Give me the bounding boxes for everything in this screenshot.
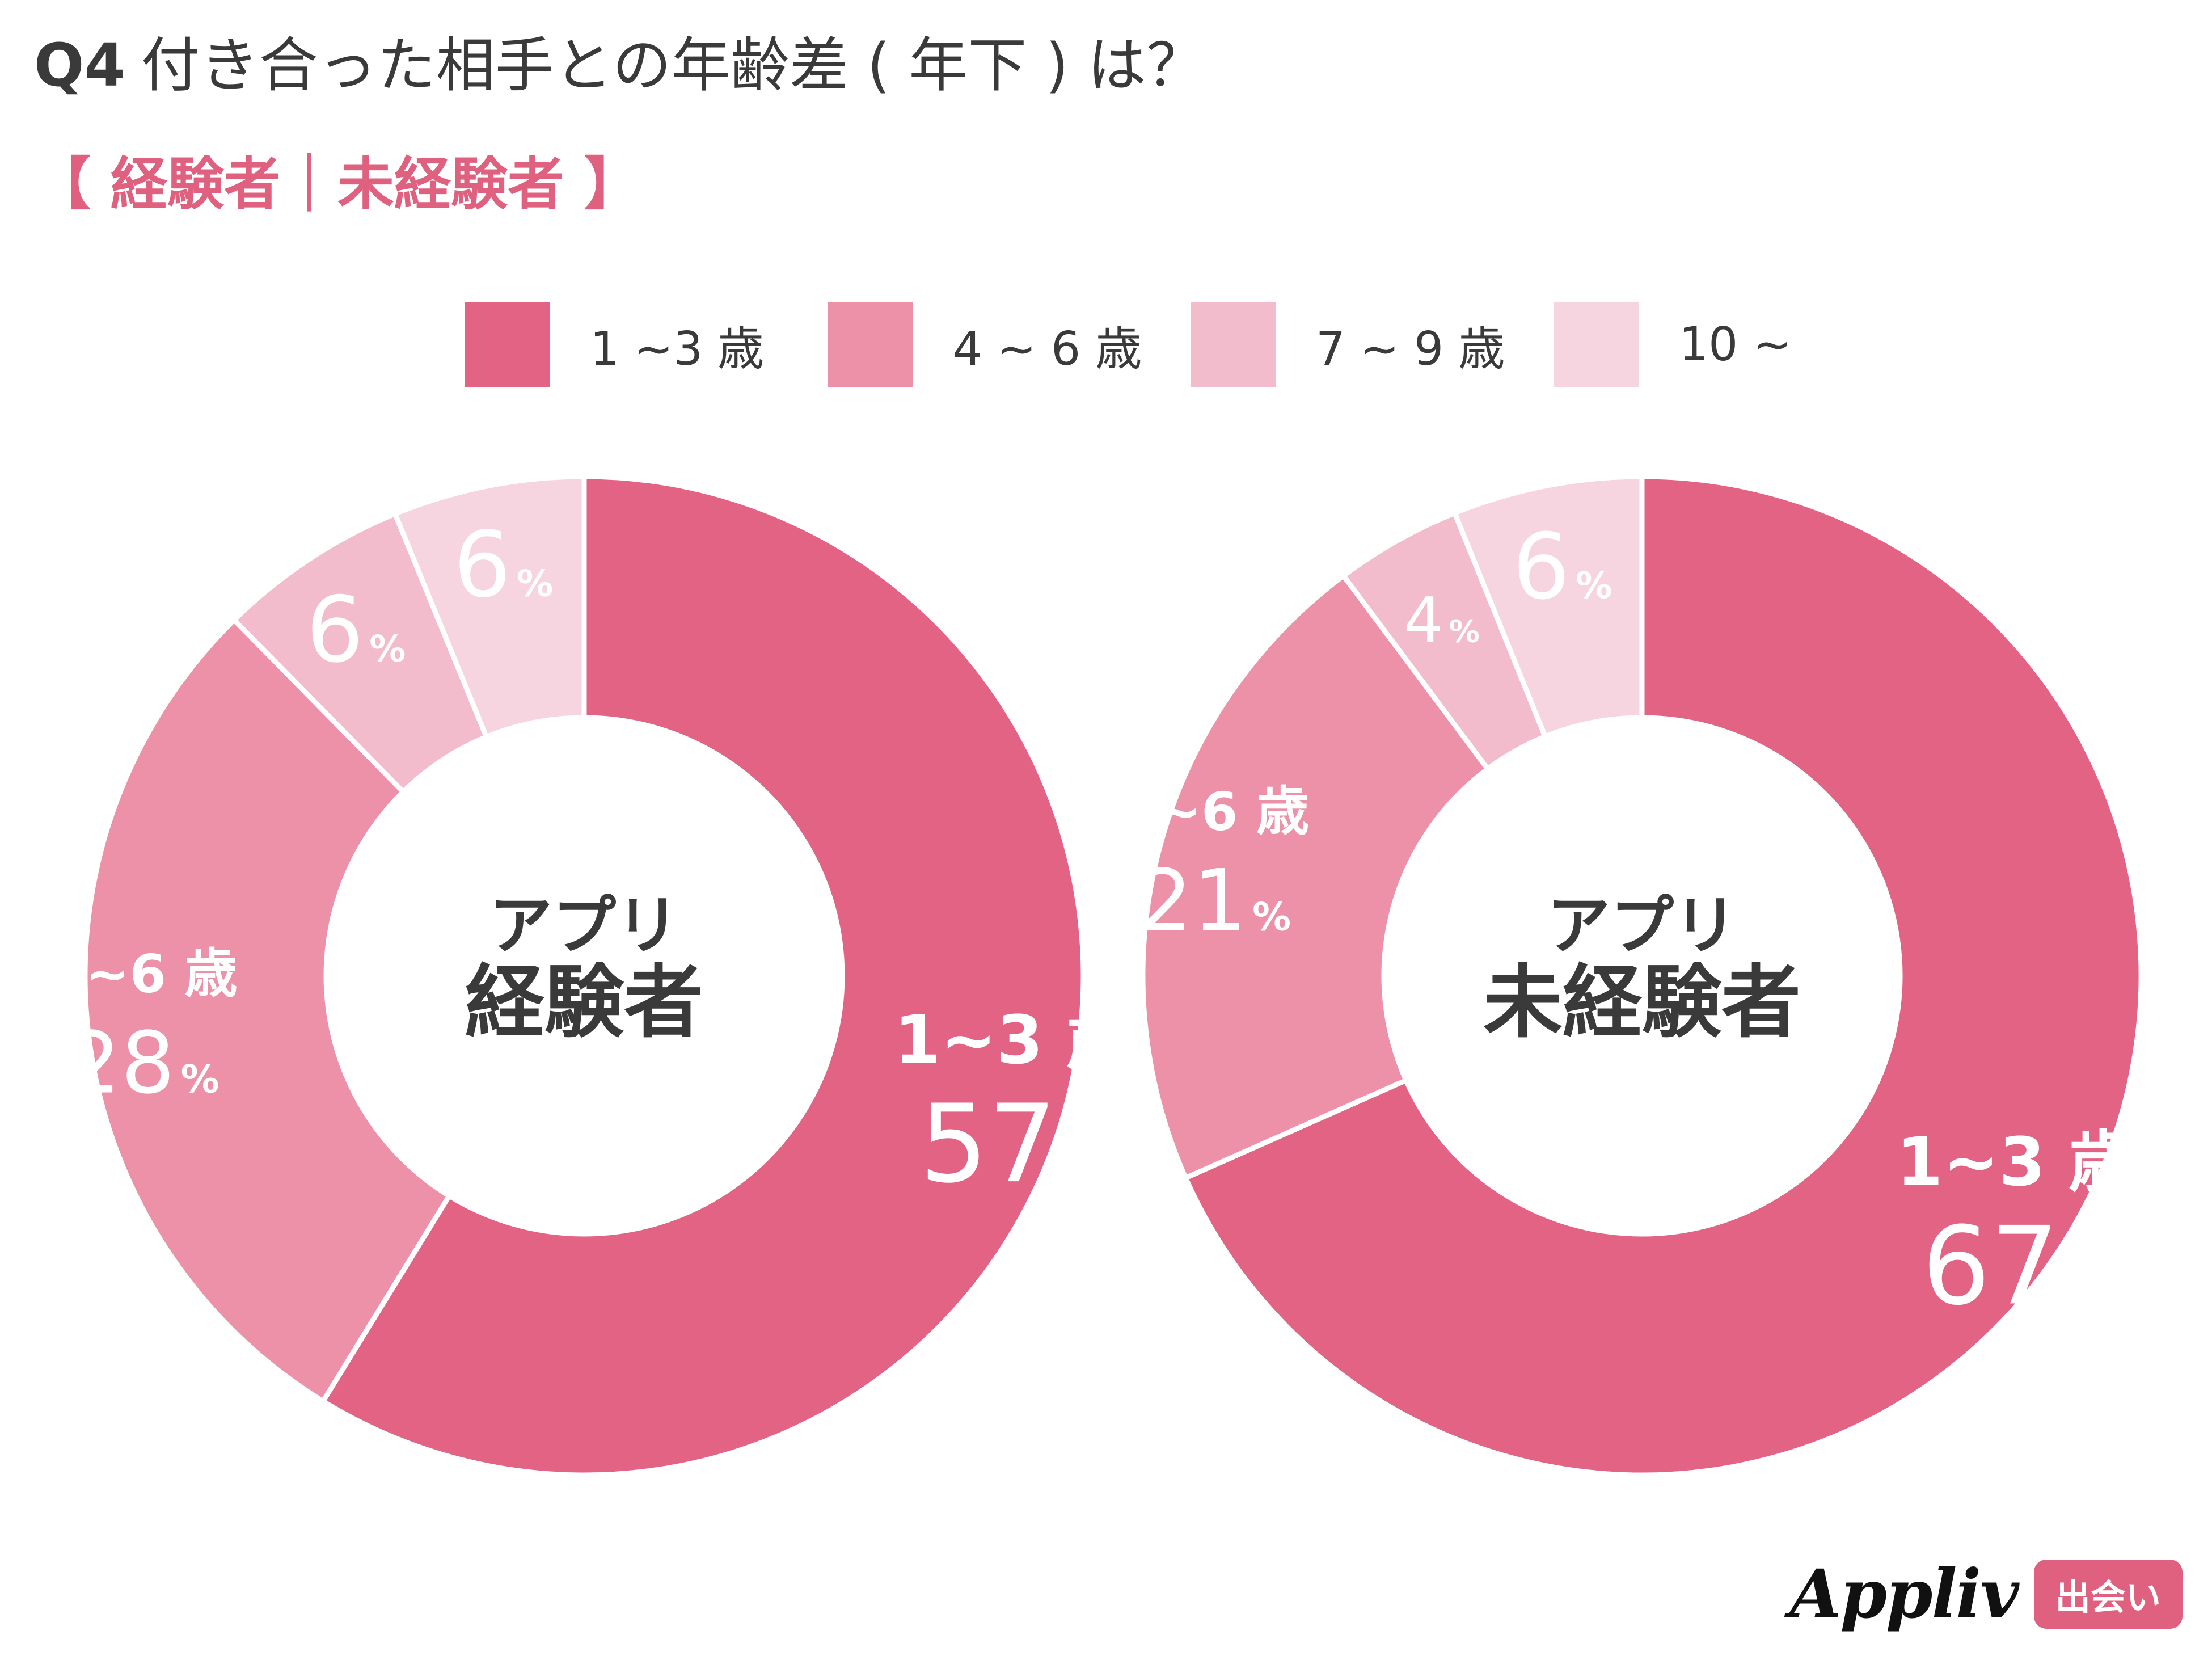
chart-subtitle: 【 経験者｜未経験者 】	[34, 151, 641, 217]
legend-swatch	[828, 302, 913, 387]
donut-slice-4-6	[82, 617, 452, 1404]
slice-value-label: 67%	[1922, 1203, 2110, 1329]
slice-value-label: 57%	[919, 1081, 1108, 1207]
question-number: Q4	[34, 31, 125, 100]
legend-swatch	[1554, 302, 1639, 387]
chart-title: Q4 付き合った相手との年齢差 ( 年下 ) は？	[34, 23, 1205, 108]
center-label-line2: 経験者	[465, 957, 703, 1049]
slice-label-4-6: 4~6 歳 28%	[49, 943, 238, 1113]
legend: 1 ~3 歳 4 ~ 6 歳 7 ~ 9 歳 10 ~	[465, 301, 1917, 389]
logo-badge: 出会い	[2033, 1559, 2183, 1629]
slice-value-label: 6%	[453, 512, 553, 618]
slice-value-label: 6%	[306, 576, 406, 682]
slice-category-label: 4~6 歳	[49, 943, 238, 1005]
question-text: 付き合った相手との年齢差 ( 年下 ) は？	[141, 31, 1206, 100]
center-label-line1: アプリ	[489, 889, 679, 963]
slice-value-label: 21%	[1138, 852, 1291, 950]
donut-slice-4-6	[1140, 573, 1491, 1181]
legend-item-4-6: 4 ~ 6 歳	[828, 302, 1191, 387]
legend-item-7-9: 7 ~ 9 歳	[1191, 302, 1554, 387]
slice-category-label: 1~3 歳	[894, 1001, 1133, 1079]
legend-item-1-3: 1 ~3 歳	[465, 302, 828, 387]
center-label-line1: アプリ	[1547, 889, 1737, 963]
slice-label-10: 6%	[1512, 513, 1612, 620]
slice-value-label: 28%	[67, 1014, 219, 1113]
slice-label-7-9: 6%	[306, 576, 406, 682]
slice-category-label: 1~3 歳	[1897, 1123, 2135, 1201]
legend-label: 1 ~3 歳	[590, 322, 765, 376]
slice-category-label: 4~6 歳	[1120, 781, 1309, 842]
donut-slice-1-3	[1183, 474, 2144, 1478]
center-label-line2: 未経験者	[1483, 957, 1801, 1049]
appliv-logo: Appliv 出会い	[1789, 1554, 2183, 1633]
legend-label: 10 ~	[1679, 318, 1792, 372]
legend-swatch	[1191, 302, 1276, 387]
legend-label: 4 ~ 6 歳	[953, 322, 1142, 376]
slice-label-4-6: 4~6 歳 21%	[1120, 781, 1309, 950]
legend-item-10: 10 ~	[1554, 302, 1917, 387]
donut-slice-1-3	[320, 474, 1086, 1478]
slice-value-label: 4%	[1404, 584, 1480, 656]
donut-slice-10	[1452, 474, 1645, 739]
slice-label-10: 6%	[453, 512, 553, 618]
logo-wordmark: Appliv	[1789, 1554, 2019, 1633]
legend-swatch	[465, 302, 550, 387]
slice-value-label: 6%	[1512, 513, 1612, 620]
slice-label-1-3: 1~3 歳57%	[894, 1001, 1133, 1207]
slice-label-1-3: 1~3 歳67%	[1897, 1123, 2135, 1329]
donut-slice-10	[392, 474, 587, 740]
slice-label-7-9: 4%	[1404, 584, 1480, 656]
legend-label: 7 ~ 9 歳	[1316, 322, 1505, 376]
